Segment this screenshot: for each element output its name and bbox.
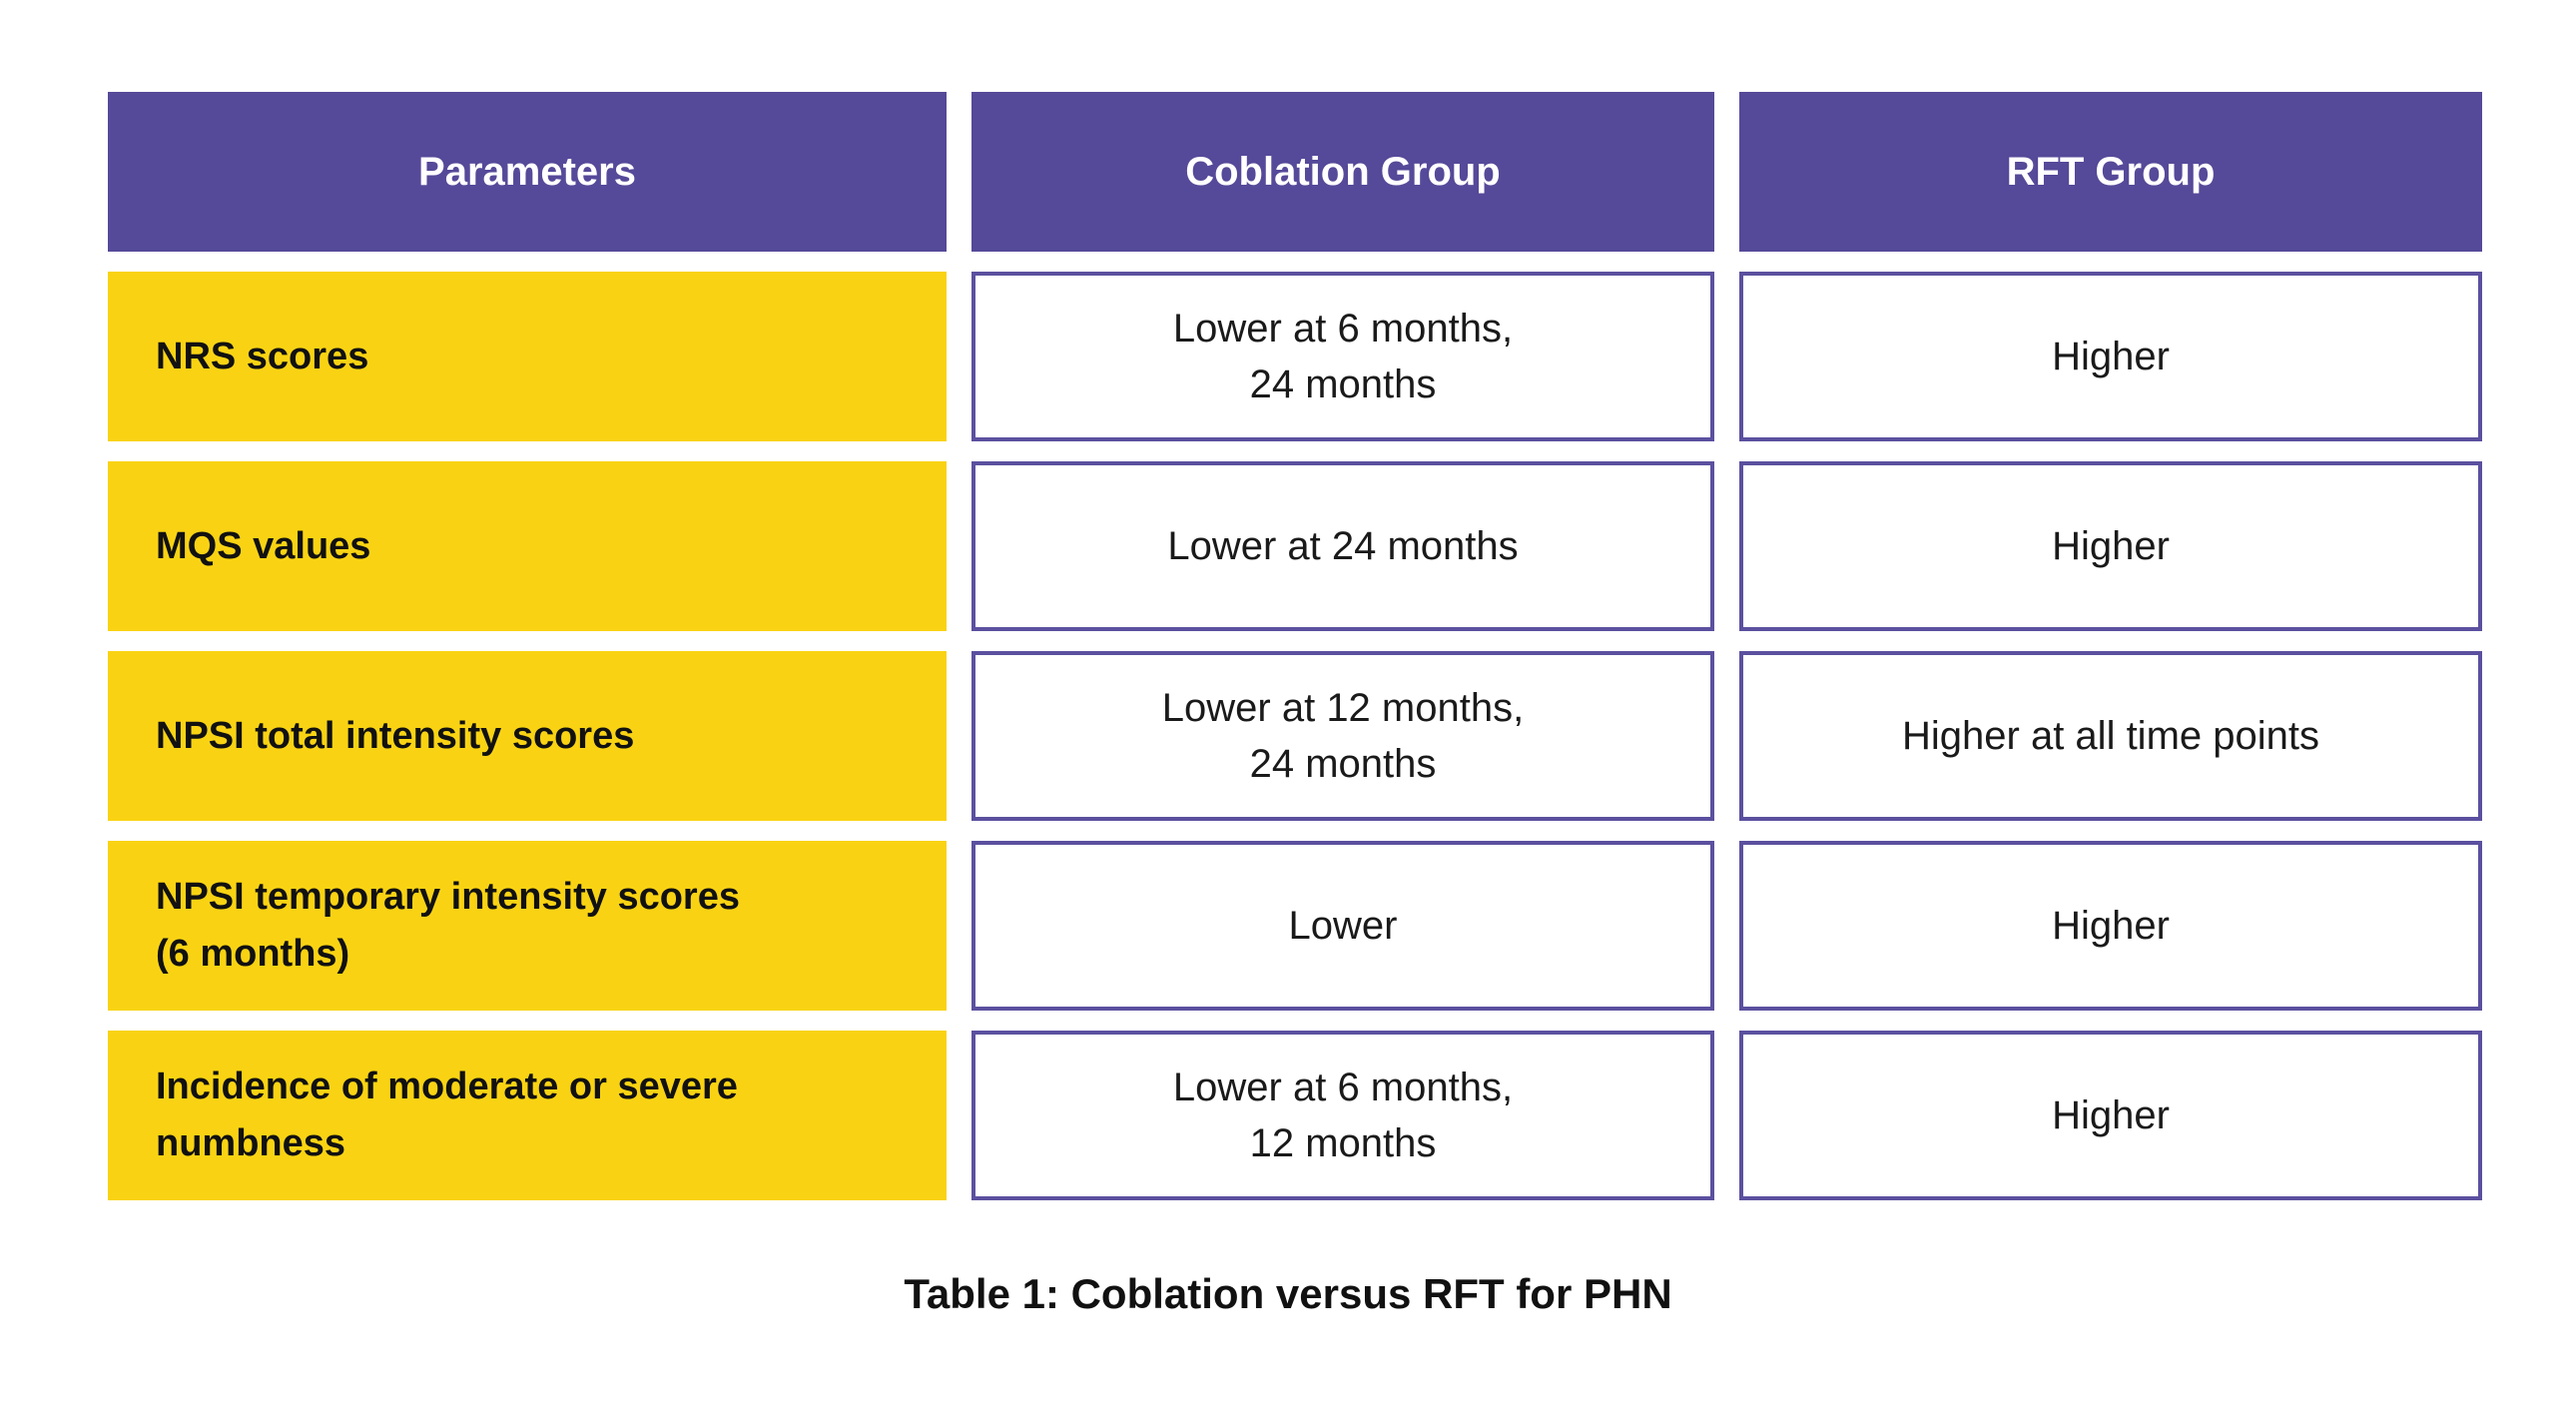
row-npsi-temporary-coblation-cell: Lower: [971, 841, 1714, 1011]
table-caption: Table 1: Coblation versus RFT for PHN: [904, 1270, 1672, 1317]
row-npsi-temporary-rft-cell: Higher: [1739, 841, 2482, 1011]
row-mqs-coblation-cell: Lower at 24 months: [971, 461, 1714, 631]
row-npsi-total-parameter-cell: NPSI total intensity scores: [108, 651, 947, 821]
column-header-rft-group: RFT Group: [1739, 92, 2482, 252]
row-numbness-rft-cell: Higher: [1739, 1031, 2482, 1200]
row-mqs-parameter-cell: MQS values: [108, 461, 947, 631]
row-npsi-temporary-parameter-cell: NPSI temporary intensity scores (6 month…: [108, 841, 947, 1011]
row-nrs-parameter-cell: NRS scores: [108, 272, 947, 441]
comparison-table: Parameters Coblation Group RFT Group NRS…: [108, 92, 2482, 1200]
row-nrs-coblation-cell: Lower at 6 months, 24 months: [971, 272, 1714, 441]
row-numbness-coblation-cell: Lower at 6 months, 12 months: [971, 1031, 1714, 1200]
column-header-coblation-group: Coblation Group: [971, 92, 1714, 252]
column-header-parameters: Parameters: [108, 92, 947, 252]
row-mqs-rft-cell: Higher: [1739, 461, 2482, 631]
row-npsi-total-rft-cell: Higher at all time points: [1739, 651, 2482, 821]
row-nrs-rft-cell: Higher: [1739, 272, 2482, 441]
row-npsi-total-coblation-cell: Lower at 12 months, 24 months: [971, 651, 1714, 821]
row-numbness-parameter-cell: Incidence of moderate or severe numbness: [108, 1031, 947, 1200]
